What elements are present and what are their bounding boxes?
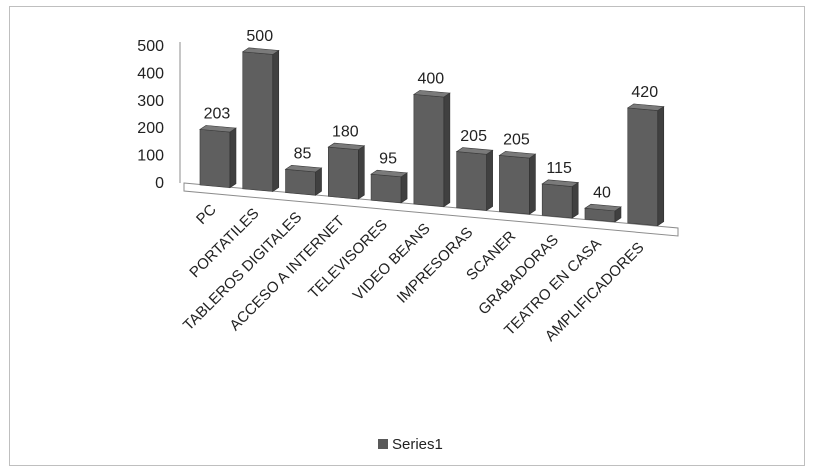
- bar-side: [443, 92, 451, 208]
- bar-top: [498, 151, 537, 159]
- bar-top: [412, 90, 451, 98]
- bar: [241, 47, 280, 193]
- bar: [327, 142, 366, 200]
- bar-side: [400, 172, 408, 204]
- bar: [199, 125, 237, 189]
- bar-top: [584, 203, 622, 212]
- legend: Series1: [378, 436, 443, 453]
- chart-frame: [9, 6, 805, 466]
- bar-top: [370, 169, 408, 178]
- bar-side: [657, 105, 665, 227]
- bar: [370, 169, 408, 204]
- bar-front: [499, 155, 530, 215]
- data-label: 180: [332, 123, 359, 140]
- y-tick-label: 100: [137, 148, 164, 165]
- bar-front: [242, 51, 274, 192]
- data-label: 203: [204, 106, 231, 123]
- bar-top: [241, 47, 280, 55]
- bar-front: [541, 183, 573, 219]
- y-tick-label: 0: [155, 175, 164, 192]
- category-label: PC: [193, 201, 220, 228]
- category-label: GRABADORAS: [475, 232, 562, 319]
- bar-top: [327, 142, 366, 151]
- data-label: 95: [379, 150, 397, 167]
- bar-top: [626, 103, 665, 111]
- bar-front: [413, 94, 445, 207]
- data-label: 205: [503, 132, 530, 149]
- bar: [626, 103, 665, 227]
- y-tick-label: 400: [137, 65, 164, 82]
- bars: [199, 47, 665, 227]
- bar: [584, 203, 622, 223]
- data-label: 115: [546, 160, 572, 177]
- bar-side: [315, 167, 322, 196]
- bar-front: [328, 146, 359, 200]
- bar-side: [358, 145, 365, 200]
- bar-front: [285, 168, 316, 196]
- y-tick-label: 200: [137, 120, 164, 137]
- data-label: 85: [294, 146, 312, 163]
- bar-top: [541, 179, 580, 187]
- data-label: 420: [631, 84, 658, 101]
- bar-side: [529, 153, 536, 215]
- data-label: 500: [246, 28, 273, 45]
- data-label: 400: [418, 71, 445, 88]
- data-label: 205: [460, 128, 487, 145]
- bar: [412, 90, 451, 208]
- data-label: 40: [593, 185, 611, 202]
- bar-front: [627, 107, 659, 226]
- bar: [498, 151, 537, 215]
- legend-swatch: [378, 439, 388, 449]
- y-axis: 0 100 200 300 400 500: [137, 38, 181, 192]
- bar-front: [199, 129, 231, 188]
- bar-side: [229, 127, 237, 189]
- bar-top: [199, 125, 237, 133]
- y-tick-label: 300: [137, 93, 164, 110]
- y-tick-label: 500: [137, 38, 164, 55]
- bar: [284, 164, 323, 196]
- bar-front: [456, 151, 487, 211]
- bar: [455, 147, 494, 211]
- bar-side: [272, 49, 280, 193]
- legend-label: Series1: [392, 436, 443, 453]
- bar-top: [455, 147, 494, 155]
- bar-side: [571, 181, 579, 219]
- bar-side: [486, 149, 493, 211]
- bar: [541, 179, 580, 219]
- data-labels: 203 500 85 180 95 400 205 205 115 40 420: [204, 28, 659, 201]
- bar-front: [370, 173, 402, 204]
- bar-top: [284, 164, 323, 173]
